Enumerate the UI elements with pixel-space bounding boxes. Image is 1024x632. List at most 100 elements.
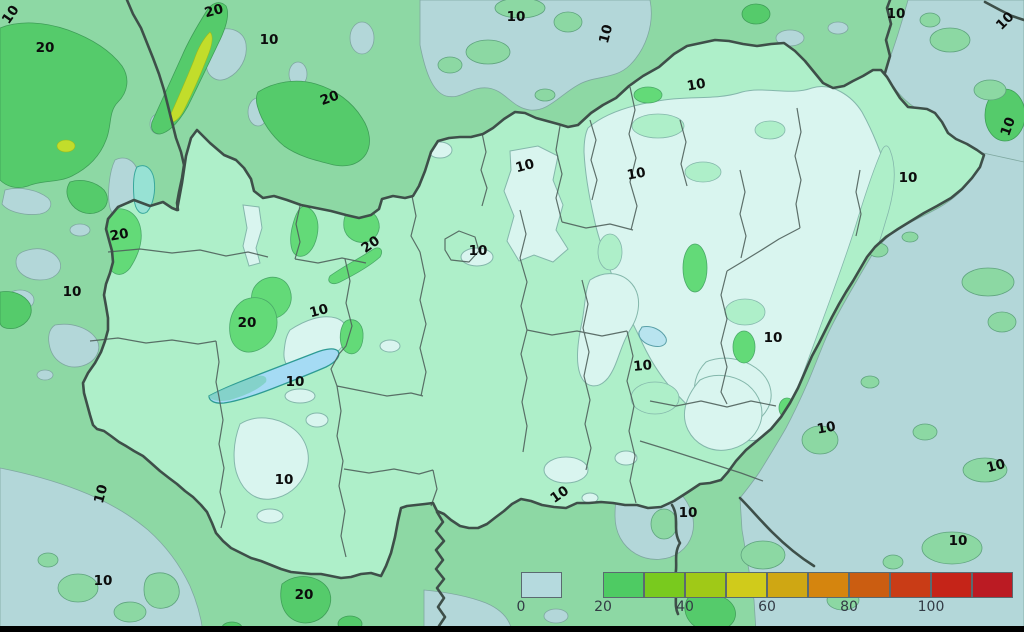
green-island [929,27,971,53]
blue-region [15,248,61,281]
contour-label: 10 [63,284,82,300]
blue-region [48,323,100,368]
green-island [465,39,511,65]
green-island [740,540,786,570]
green-island [650,508,678,540]
darkgreen-region [741,3,771,25]
contour-label: 10 [514,156,536,176]
cyan-patch [576,273,639,387]
darkgreen-region [66,180,108,214]
blue-region [69,223,91,237]
green-patch [229,297,278,353]
contour-label: 10 [949,533,968,549]
contour-label: 10 [998,115,1019,138]
contour-label: 10 [686,76,707,95]
contour-label: 10 [94,573,113,589]
green-island [919,12,941,28]
external-border-danube [434,510,447,632]
external-border-corner [983,0,1024,22]
green-island [961,267,1015,297]
green-island [921,531,983,565]
green-island [912,423,938,441]
external-border-ne-stub [883,0,893,75]
contour-label: 10 [469,243,488,259]
contour-label: 10 [260,32,279,48]
blue-region [827,21,849,35]
green-patch [328,247,382,284]
yellow-ridge-core [56,139,76,153]
darkgreen-region [280,576,332,624]
contour-label: 10 [596,23,616,45]
contour-label: 10 [91,483,111,505]
green-island [37,552,59,568]
contour-label: 10 [275,472,294,488]
contour-label: 20 [238,315,257,331]
green-island [534,88,556,102]
green-patch [682,243,708,293]
green-island [882,554,904,570]
darkgreen-region [256,80,370,167]
cyan-patch [614,450,638,466]
green-patch [732,330,756,364]
green-island [143,572,180,609]
mint-island [631,113,685,139]
contour-label: 10 [633,357,653,375]
green-island [962,457,1008,483]
mint-island [597,233,623,271]
contour-label: 10 [679,505,698,521]
external-border-morava [125,0,186,212]
green-island [826,589,860,611]
cyan-patch [684,374,763,451]
contour-label: 10 [286,374,305,390]
blue-region [1,188,52,215]
green-island [437,56,463,74]
blue-region [543,608,569,624]
cyan-patch [503,145,569,263]
contour-label: 10 [626,165,647,184]
contour-label: 10 [887,6,906,22]
contour-label: 20 [295,587,314,603]
green-island [553,11,583,33]
bottom-bar [0,626,1024,632]
green-island [901,231,919,243]
contour-label: 20 [36,40,55,56]
mint-island [724,298,766,326]
cyan-patch [284,388,316,404]
contour-label: 10 [764,330,783,346]
green-patch [633,86,663,104]
mint-island [684,161,722,183]
contour-label: 10 [899,170,918,186]
cyan-patch [256,508,284,524]
blue-region [349,21,375,55]
contour-label: 20 [318,88,341,109]
green-island [860,375,880,389]
green-island [973,79,1007,101]
contour-label: 10 [985,456,1007,476]
green-island [113,601,147,623]
external-border-serbia-romania [738,496,816,568]
contour-label: 20 [109,226,130,245]
green-island [801,425,839,455]
green-island [987,311,1017,333]
mint-island [754,120,786,140]
cyan-patch [379,339,401,353]
blue-region [419,0,652,111]
contour-label: 20 [203,1,225,21]
contour-label: 10 [816,419,837,438]
blue-region [739,152,1024,632]
cyan-patch [233,417,309,500]
lake-tisza [638,326,667,347]
cyan-patch [242,204,263,267]
lake-balaton-west-shading [209,375,267,401]
cyan-patch [543,456,589,484]
cyan-patch [305,412,329,428]
green-island [494,0,546,19]
green-island [57,573,99,603]
contour-label: 10 [507,9,526,25]
blue-region [36,369,54,381]
contour-label: 10 [308,301,330,321]
mint-island [630,381,680,415]
county-borders [89,86,862,558]
